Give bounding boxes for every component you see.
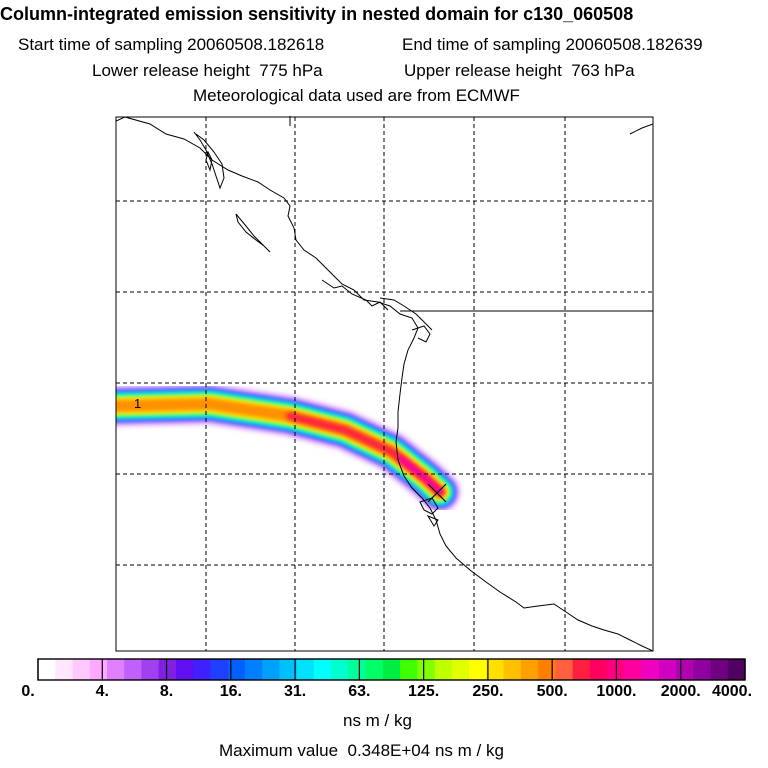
- colorbar-cell: [503, 659, 522, 680]
- colorbar-cell: [279, 659, 298, 680]
- plume-age-label: 1: [134, 396, 141, 411]
- colorbar-cell: [451, 659, 470, 680]
- coastline: [116, 117, 653, 651]
- end-time-label: End time of sampling: [402, 35, 561, 54]
- colorbar-cell: [296, 659, 315, 680]
- colorbar-cell: [55, 659, 74, 680]
- colorbar-tick-label: 16.: [219, 683, 242, 700]
- upper-height-line: Upper release height 763 hPa: [404, 61, 635, 81]
- colorbar-cell: [434, 659, 453, 680]
- colorbar-cell: [89, 659, 108, 680]
- maximum-value-unit: ns m / kg: [434, 741, 504, 760]
- colorbar-cell: [106, 659, 125, 680]
- colorbar-cell: [244, 659, 263, 680]
- colorbar-tick-label: 125.: [408, 683, 440, 700]
- colorbar-cell: [624, 659, 643, 680]
- colorbar-tick-label: 0.: [21, 683, 35, 700]
- colorbar-cell: [572, 659, 591, 680]
- start-time-label: Start time of sampling: [18, 35, 183, 54]
- colorbar-ticks: [37, 659, 746, 680]
- colorbar-cell: [175, 659, 194, 680]
- colorbar-cell: [658, 659, 677, 680]
- colorbar-cell: [520, 659, 539, 680]
- colorbar-cell: [193, 659, 212, 680]
- colorbar-cell: [641, 659, 660, 680]
- colorbar-tick-label: 1000.: [596, 683, 637, 700]
- colorbar-cell: [538, 659, 556, 680]
- met-data-line: Meteorological data used are from ECMWF: [193, 86, 520, 105]
- colorbar-tick-label: 8.: [159, 683, 174, 700]
- colorbar-tick-label: 63.: [348, 683, 371, 700]
- upper-height-value: 763 hPa: [571, 61, 635, 80]
- colorbar-cell: [727, 659, 746, 680]
- end-time-line: End time of sampling 20060508.182639: [402, 35, 703, 55]
- colorbar-cell: [589, 659, 608, 680]
- map-frame: [115, 116, 654, 652]
- colorbar-tick-label: 250.: [472, 683, 504, 700]
- start-time-line: Start time of sampling 20060508.182618: [18, 35, 324, 55]
- colorbar-tick-label: 4000.: [711, 683, 753, 700]
- colorbar-cell: [469, 659, 487, 680]
- colorbar-cell: [348, 659, 367, 680]
- colorbar-cell: [331, 659, 349, 680]
- colorbar-tick-label: 31.: [283, 683, 307, 700]
- colorbar-unit: ns m / kg: [343, 711, 412, 730]
- colorbar-cell: [141, 659, 160, 680]
- colorbar-cell: [676, 659, 694, 680]
- colorbar-cell: [555, 659, 574, 680]
- lower-height-label: Lower release height: [92, 61, 250, 80]
- end-time-value: 20060508.182639: [565, 35, 703, 54]
- colorbar-cell: [693, 659, 712, 680]
- colorbar-cell: [313, 659, 332, 680]
- colorbar-tick-label: 2000.: [660, 683, 701, 700]
- colorbar-cell: [262, 659, 281, 680]
- colorbar-cell: [417, 659, 436, 680]
- colorbar-cell: [365, 659, 384, 680]
- lower-height-value: 775 hPa: [259, 61, 323, 80]
- colorbar-cell: [227, 659, 246, 680]
- colorbar-tick-label: 500.: [536, 683, 568, 700]
- colorbar-cell: [382, 659, 401, 680]
- start-time-value: 20060508.182618: [187, 35, 325, 54]
- colorbar-cell: [486, 659, 505, 680]
- maximum-value-line: Maximum value 0.348E+04 ns m / kg: [219, 741, 504, 761]
- political-boundaries: [289, 116, 653, 312]
- plot-title: Column-integrated emission sensitivity i…: [0, 4, 634, 24]
- colorbar-cell: [210, 659, 229, 680]
- colorbar-tick-label: 4.: [95, 683, 109, 700]
- colorbar-cell: [158, 659, 177, 680]
- colorbar-cell: [124, 659, 143, 680]
- lower-height-line: Lower release height 775 hPa: [92, 61, 323, 81]
- emission-plume: [116, 383, 461, 513]
- lat-lon-grid: [116, 117, 653, 651]
- maximum-value: 0.348E+04: [347, 741, 431, 760]
- colorbar-cell: [72, 659, 91, 680]
- colorbar-cell: [710, 659, 729, 680]
- upper-height-label: Upper release height: [404, 61, 562, 80]
- colorbar-cells: [38, 659, 746, 680]
- release-location-marker: [427, 483, 447, 503]
- maximum-value-label: Maximum value: [219, 741, 339, 760]
- colorbar-cell: [38, 659, 56, 680]
- colorbar-cell: [400, 659, 418, 680]
